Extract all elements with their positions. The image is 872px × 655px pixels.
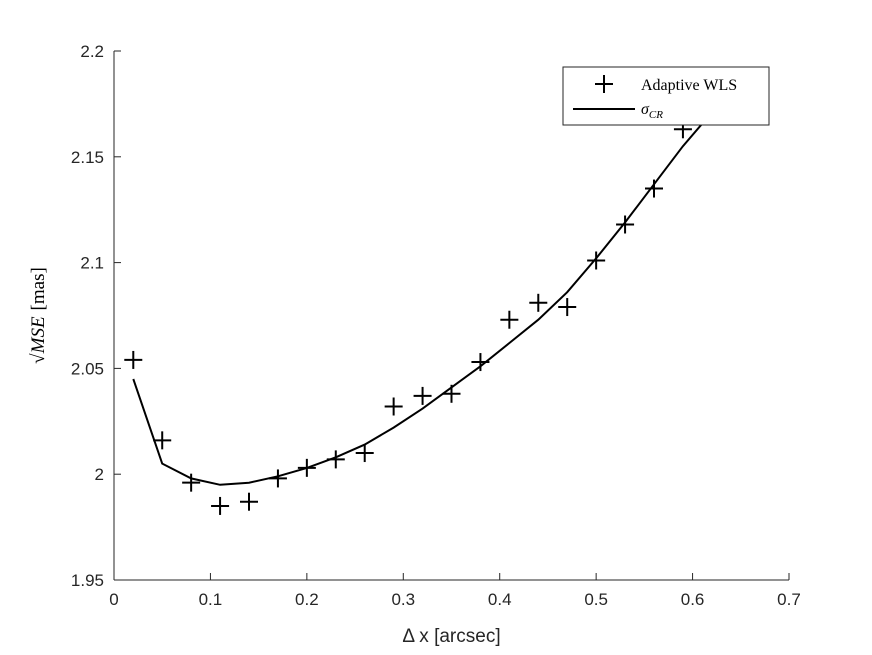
x-tick-label: 0.6	[681, 590, 705, 609]
y-axis-label: √MSE [mas]	[28, 267, 49, 364]
data-point-plus	[182, 473, 201, 492]
data-point-plus	[384, 397, 403, 416]
y-tick-label: 2	[95, 465, 104, 484]
data-point-plus	[558, 298, 577, 317]
y-tick-label: 2.1	[80, 254, 104, 273]
y-tick-label: 1.95	[71, 571, 104, 590]
y-tick-label: 2.05	[71, 359, 104, 378]
x-tick-label: 0.3	[391, 590, 415, 609]
legend-label-adaptive-wls: Adaptive WLS	[641, 77, 737, 94]
legend-label-sigma-main: σ	[641, 101, 650, 118]
y-tick-label: 2.2	[80, 42, 104, 61]
legend-box	[562, 66, 770, 126]
plot-area	[124, 111, 713, 515]
data-point-plus	[153, 431, 172, 450]
legend: Adaptive WLS σCR	[562, 66, 770, 126]
x-tick-label: 0	[109, 590, 118, 609]
sqrt-symbol: √	[28, 353, 49, 364]
x-tick-label: 0.2	[295, 590, 319, 609]
y-axis-label-unit: [mas]	[28, 267, 49, 310]
axes: 0 0.1 0.2 0.3 0.4 0.5 0.6 0.7 1.95 2 2.05 2.1 2.15 2.…	[71, 42, 801, 609]
x-tick-label: 0.4	[488, 590, 512, 609]
data-point-plus	[645, 179, 663, 198]
data-point-plus	[616, 215, 635, 234]
data-point-plus	[529, 293, 548, 312]
data-point-plus	[587, 251, 606, 270]
data-point-plus	[500, 310, 519, 329]
x-tick-label: 0.7	[777, 590, 801, 609]
series-line-sigma-cr	[132, 111, 713, 486]
legend-label-sigma-sub: CR	[649, 109, 663, 121]
data-point-plus	[211, 496, 230, 515]
x-tick-label: 0.1	[199, 590, 223, 609]
legend-label-sigma-cr: σCR	[641, 101, 663, 121]
data-point-plus	[240, 492, 258, 511]
y-tick-label: 2.15	[71, 148, 104, 167]
data-point-plus	[355, 444, 374, 463]
data-point-plus	[413, 386, 432, 405]
x-axis-label: Δ x [arcsec]	[402, 626, 500, 647]
svg-text:√MSE[mas]: √MSE [mas]	[28, 267, 49, 364]
x-tick-label: 0.5	[584, 590, 608, 609]
y-axis-label-math: MSE	[28, 316, 49, 354]
data-point-plus	[124, 350, 143, 369]
legend-marker-plus	[595, 75, 613, 93]
